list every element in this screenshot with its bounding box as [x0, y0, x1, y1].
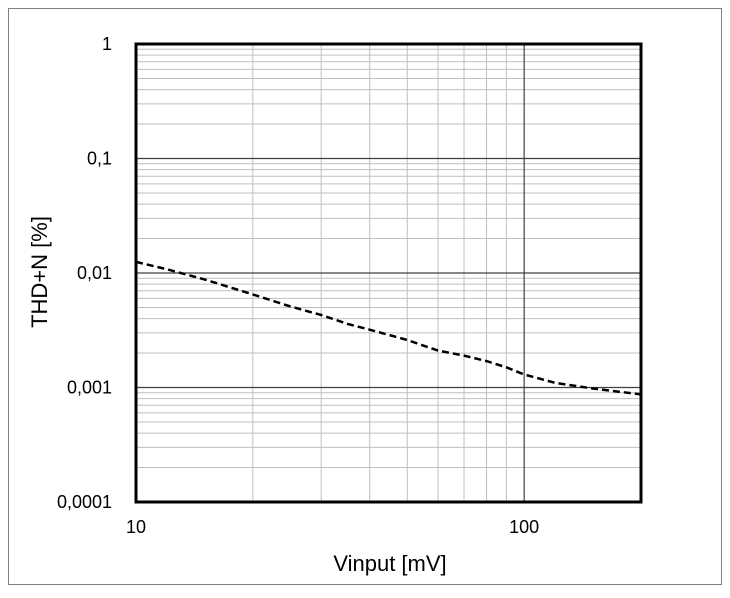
- series-line-0: [135, 260, 642, 396]
- y-tick-labels: 1 0,1 0,01 0,001 0,0001: [57, 34, 112, 512]
- y-tick-label: 0,1: [87, 149, 112, 169]
- x-tick-label: 10: [126, 517, 146, 537]
- x-tick-label: 100: [509, 517, 539, 537]
- major-grid: [136, 44, 641, 502]
- plot-area-border: [134, 42, 643, 504]
- minor-grid: [136, 44, 641, 502]
- x-axis-title: Vinput [mV]: [333, 551, 446, 576]
- y-tick-label: 0,01: [77, 263, 112, 283]
- series-layer: [135, 260, 642, 396]
- y-axis-title: THD+N [%]: [27, 216, 52, 328]
- y-tick-label: 0,001: [67, 378, 112, 398]
- chart-outer-frame: [8, 8, 722, 585]
- y-tick-label: 1: [102, 34, 112, 54]
- y-tick-label: 0,0001: [57, 492, 112, 512]
- x-tick-labels: 10 100: [126, 517, 539, 537]
